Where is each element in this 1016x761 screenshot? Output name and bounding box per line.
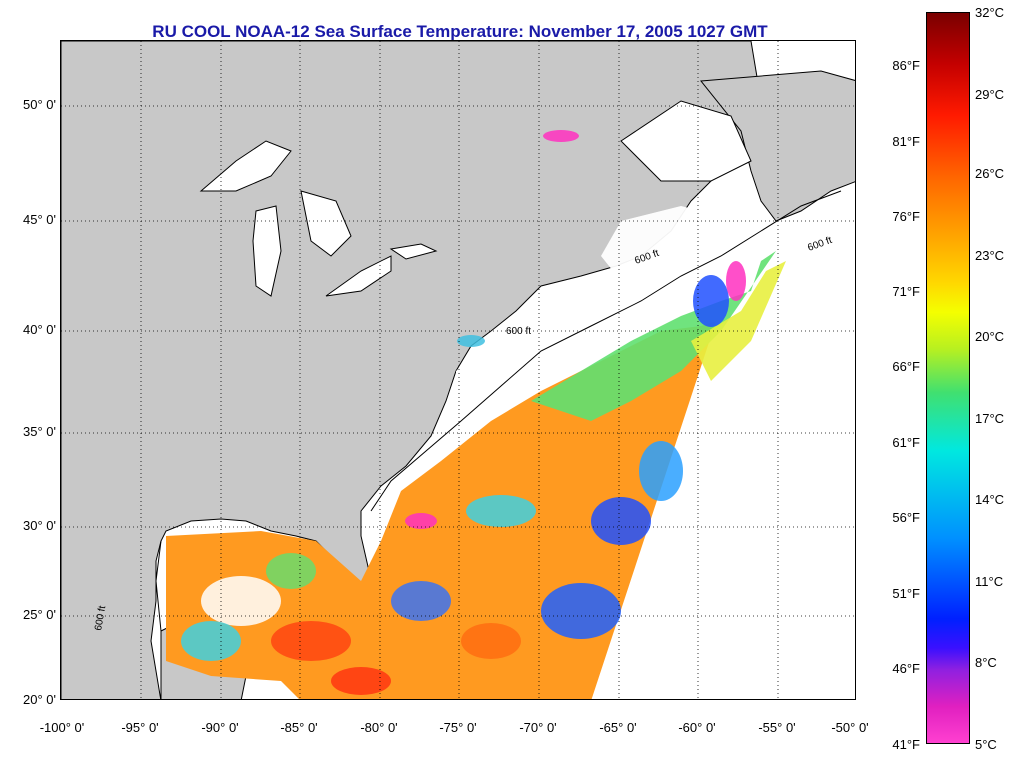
lake-huron [300, 190, 352, 257]
colorbar-celsius-32: 32°C [975, 5, 1005, 20]
colorbar-fahrenheit-51: 51°F [892, 586, 920, 601]
sst-map-canvas: 600 ft 600 ft 600 ft 600 ft [61, 41, 855, 699]
lon-label-70: -70° 0' [519, 720, 557, 735]
lon-label-95: -95° 0' [121, 720, 159, 735]
colorbar-fahrenheit-86: 86°F [892, 58, 920, 73]
lake-erie [325, 255, 392, 297]
lat-label-30: 30° 0' [23, 518, 56, 533]
colorbar-celsius-17: 17°C [975, 411, 1005, 426]
colorbar-fahrenheit-76: 76°F [892, 209, 920, 224]
gulf-st-lawrence [620, 100, 752, 182]
lon-label-80: -80° 0' [360, 720, 398, 735]
colorbar-fahrenheit-66: 66°F [892, 359, 920, 374]
colorbar-fahrenheit-41: 41°F [892, 737, 920, 752]
depth-contour-600ft [155, 190, 842, 632]
lon-label-85: -85° 0' [280, 720, 318, 735]
colorbar-celsius-20: 20°C [975, 329, 1005, 344]
temperature-colorbar [926, 12, 970, 744]
colorbar-fahrenheit-61: 61°F [892, 435, 920, 450]
lat-label-35: 35° 0' [23, 424, 56, 439]
lon-label-65: -65° 0' [599, 720, 637, 735]
map-title: RU COOL NOAA-12 Sea Surface Temperature:… [152, 22, 768, 41]
colorbar-celsius-23: 23°C [975, 248, 1005, 263]
lat-label-25: 25° 0' [23, 607, 56, 622]
lon-label-55: -55° 0' [758, 720, 796, 735]
lat-label-50: 50° 0' [23, 97, 56, 112]
colorbar-celsius-11: 11°C [975, 574, 1004, 589]
lat-label-20: 20° 0' [23, 692, 56, 707]
lat-label-45: 45° 0' [23, 212, 56, 227]
sst-swath-yellow [691, 261, 786, 381]
colorbar-celsius-14: 14°C [975, 492, 1005, 507]
lon-label-75: -75° 0' [439, 720, 477, 735]
contour-label-atlantic: 600 ft [506, 326, 531, 337]
contour-label-gulf: 600 ft [93, 605, 108, 632]
colorbar-fahrenheit-56: 56°F [892, 510, 920, 525]
colorbar-celsius-29: 29°C [975, 87, 1005, 102]
colorbar-fahrenheit-81: 81°F [892, 134, 920, 149]
lon-label-50: -50° 0' [831, 720, 869, 735]
colorbar-celsius-8: 8°C [975, 655, 997, 670]
sst-map[interactable]: 600 ft 600 ft 600 ft 600 ft [60, 40, 856, 700]
cloud-gap-2 [601, 206, 721, 281]
lake-michigan [252, 205, 282, 297]
colorbar-fahrenheit-71: 71°F [892, 284, 920, 299]
lake-superior [199, 140, 292, 192]
lon-label-90: -90° 0' [201, 720, 239, 735]
colorbar-celsius-5: 5°C [975, 737, 997, 752]
cloud-gap [456, 331, 566, 411]
sst-swath-mid [531, 251, 776, 421]
lon-label-100: -100° 0' [39, 720, 85, 735]
colorbar-fahrenheit-46: 46°F [892, 661, 920, 676]
colorbar-celsius-26: 26°C [975, 166, 1005, 181]
lon-label-60: -60° 0' [678, 720, 716, 735]
lake-ontario [389, 243, 438, 260]
lat-label-40: 40° 0' [23, 322, 56, 337]
